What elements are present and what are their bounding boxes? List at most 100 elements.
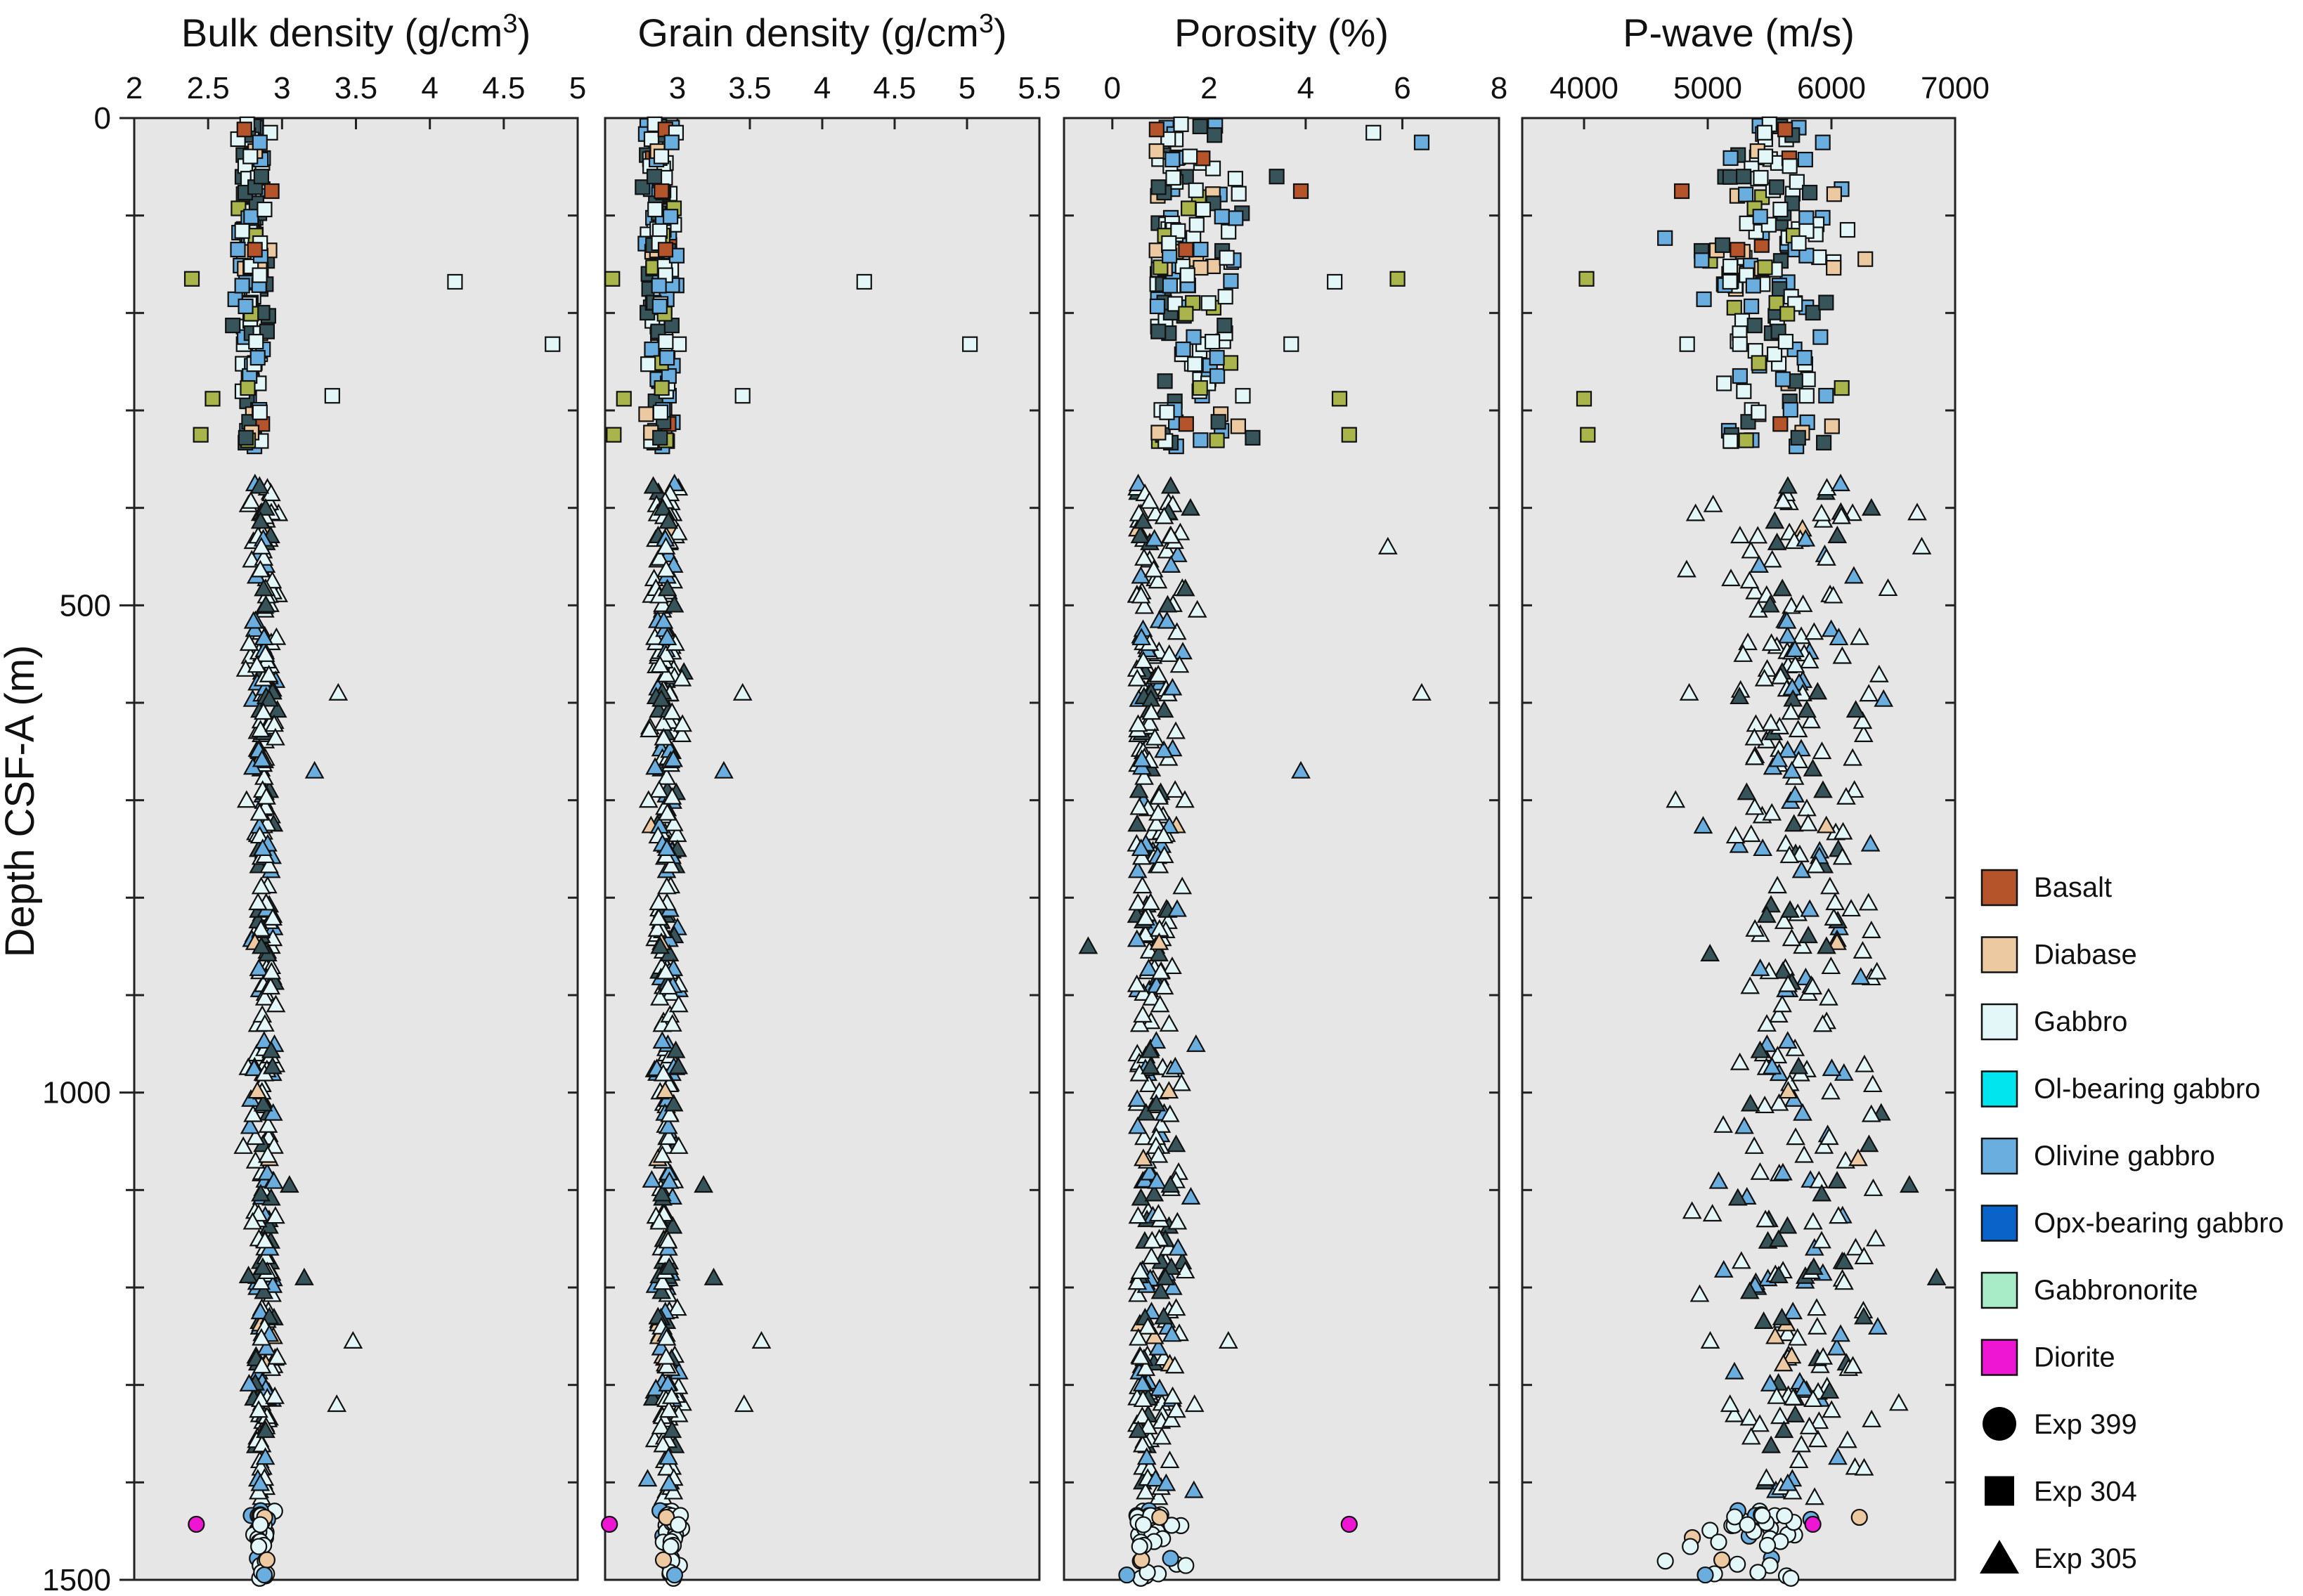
data-point	[1703, 494, 1723, 512]
data-point	[1733, 644, 1753, 662]
data-point	[1141, 893, 1161, 911]
data-point	[1789, 1451, 1809, 1469]
x-tick-label: 2.5	[187, 71, 230, 105]
data-point	[328, 682, 349, 701]
data-point	[1192, 379, 1208, 396]
x-tick-label: 4	[814, 71, 831, 105]
data-point	[1578, 271, 1595, 287]
data-point	[238, 298, 254, 315]
data-point	[1222, 355, 1239, 371]
data-point	[656, 664, 677, 682]
data-point	[651, 1281, 671, 1299]
data-point	[1148, 1487, 1169, 1505]
data-point	[1205, 334, 1221, 350]
data-point	[1679, 336, 1695, 352]
data-point	[1136, 1447, 1157, 1465]
data-point	[1837, 1430, 1857, 1448]
data-point	[304, 760, 325, 779]
data-point	[1779, 306, 1796, 322]
data-point	[1173, 642, 1193, 660]
data-point	[240, 1116, 260, 1134]
data-point	[242, 148, 259, 164]
data-point	[245, 1127, 266, 1146]
data-point	[1148, 571, 1168, 589]
data-point	[663, 1094, 684, 1112]
data-point	[1169, 655, 1190, 673]
data-point	[1129, 797, 1150, 815]
data-point	[1131, 1347, 1150, 1365]
data-point	[1217, 289, 1233, 305]
data-point	[1685, 503, 1706, 521]
x-tick-label: 5000	[1673, 71, 1742, 105]
data-point	[250, 1473, 271, 1491]
data-point	[1808, 1429, 1828, 1448]
data-point	[1141, 702, 1161, 720]
data-point	[252, 838, 273, 857]
data-point	[255, 1231, 275, 1249]
data-point	[1762, 1056, 1782, 1075]
data-point	[1788, 720, 1808, 738]
data-point	[1134, 651, 1153, 669]
data-point	[1187, 356, 1203, 372]
data-point	[241, 491, 261, 509]
data-point	[694, 1175, 713, 1193]
data-point	[1732, 336, 1748, 352]
data-point	[1694, 252, 1710, 268]
data-point	[1834, 1063, 1854, 1081]
data-point	[234, 223, 250, 239]
data-point	[243, 1104, 263, 1122]
data-point	[649, 893, 669, 911]
data-point	[652, 404, 668, 420]
data-point	[247, 242, 263, 258]
data-point	[1769, 1093, 1789, 1111]
data-point	[1772, 416, 1789, 432]
data-point	[247, 1081, 268, 1099]
data-point	[1127, 814, 1148, 832]
data-point	[664, 595, 685, 613]
data-point	[261, 1040, 281, 1058]
data-point	[257, 786, 276, 805]
data-point	[1821, 1082, 1841, 1100]
data-point	[1858, 893, 1879, 911]
data-point	[1762, 803, 1782, 821]
data-point	[1181, 498, 1200, 516]
data-point	[1128, 1284, 1148, 1302]
data-point	[1739, 1516, 1756, 1533]
data-point	[654, 611, 674, 629]
panel-title-main: Grain density (g/cm	[637, 11, 979, 55]
data-point	[1789, 1056, 1809, 1075]
data-point	[1713, 1551, 1731, 1569]
data-point	[1748, 526, 1768, 544]
data-point	[1737, 782, 1757, 800]
data-point	[1377, 536, 1398, 554]
data-point	[1782, 1346, 1802, 1364]
data-point	[262, 1056, 283, 1075]
data-point	[234, 278, 250, 294]
data-point	[652, 1031, 673, 1049]
data-point	[650, 655, 670, 673]
data-point	[1389, 271, 1406, 287]
data-point	[1801, 711, 1821, 729]
data-point	[640, 356, 656, 372]
data-point	[1831, 1324, 1850, 1342]
data-point	[1768, 1229, 1789, 1247]
data-point	[663, 1481, 684, 1500]
data-point	[1850, 967, 1871, 985]
data-point	[1186, 1034, 1206, 1052]
data-point	[658, 977, 678, 995]
data-point	[1167, 622, 1187, 640]
data-point	[644, 341, 660, 358]
data-point	[1926, 1267, 1947, 1285]
data-point	[1819, 1127, 1839, 1146]
data-point	[1807, 1298, 1827, 1316]
data-point	[663, 749, 683, 767]
data-point	[1152, 1427, 1172, 1445]
data-point	[1769, 1266, 1789, 1283]
legend-label: Exp 305	[2034, 1543, 2137, 1574]
data-point	[1821, 619, 1841, 637]
data-point	[1778, 974, 1798, 992]
panel-title: P-wave (m/s)	[1623, 11, 1855, 55]
data-point	[649, 547, 670, 566]
data-point	[1827, 932, 1847, 950]
data-point	[606, 427, 622, 443]
